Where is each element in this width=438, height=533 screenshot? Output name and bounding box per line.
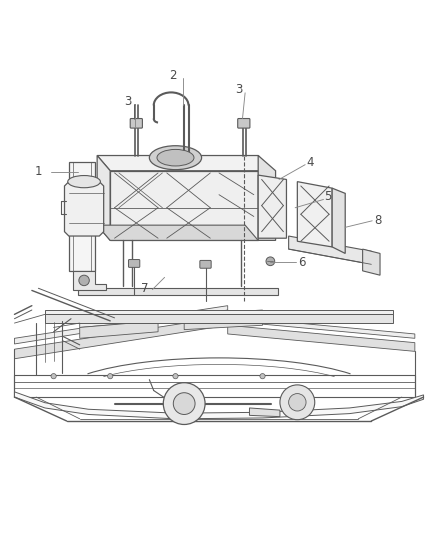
Circle shape [173,374,178,379]
Polygon shape [80,317,158,327]
FancyBboxPatch shape [130,118,142,128]
Polygon shape [184,314,262,329]
FancyBboxPatch shape [238,118,250,128]
Polygon shape [110,171,258,240]
Polygon shape [73,271,106,290]
FancyBboxPatch shape [128,260,140,268]
Text: 8: 8 [374,214,381,227]
Text: 5: 5 [324,190,332,204]
Polygon shape [258,175,286,238]
Text: 6: 6 [298,256,305,269]
Circle shape [260,374,265,379]
Polygon shape [184,310,262,319]
Circle shape [163,383,205,424]
Circle shape [266,257,275,265]
Circle shape [108,374,113,379]
Polygon shape [97,225,258,240]
Circle shape [51,374,56,379]
Polygon shape [289,236,371,264]
Polygon shape [14,305,228,344]
Circle shape [173,393,195,415]
Polygon shape [258,156,276,240]
Text: 7: 7 [141,282,149,295]
Ellipse shape [157,149,194,166]
Polygon shape [228,317,415,338]
Ellipse shape [68,175,100,188]
Polygon shape [78,288,278,295]
Polygon shape [45,310,393,314]
Circle shape [289,393,306,411]
Text: 3: 3 [124,95,131,109]
FancyBboxPatch shape [200,261,211,268]
Polygon shape [45,314,393,323]
Polygon shape [250,408,280,417]
Polygon shape [14,392,424,419]
Text: 1: 1 [35,165,42,178]
Polygon shape [14,317,228,359]
Text: 3: 3 [235,83,242,96]
Polygon shape [228,325,415,351]
Polygon shape [332,188,345,254]
Polygon shape [297,182,332,247]
Polygon shape [97,156,271,171]
Text: 4: 4 [307,156,314,168]
Polygon shape [80,321,158,338]
Polygon shape [69,162,95,271]
Ellipse shape [149,146,201,169]
Circle shape [280,385,315,419]
Polygon shape [64,182,104,236]
Polygon shape [363,249,380,275]
Polygon shape [97,156,110,240]
Circle shape [79,275,89,286]
Text: 2: 2 [170,69,177,82]
